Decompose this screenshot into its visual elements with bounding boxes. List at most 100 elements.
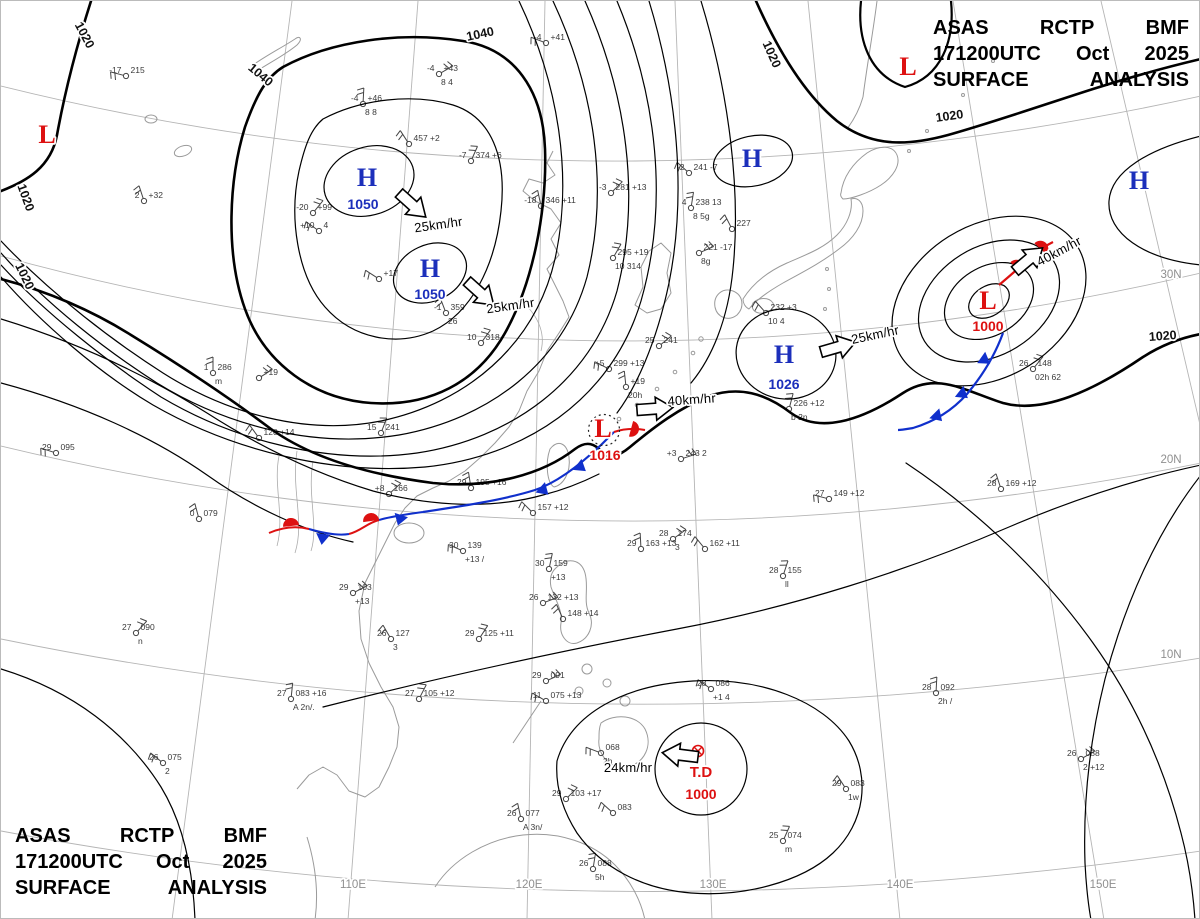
pressure-center-symbol: H	[357, 163, 377, 192]
isobar-path	[943, 261, 1035, 341]
station-plot: 26 148 02h 62	[1019, 353, 1061, 382]
station-value-below: +1 4	[713, 692, 730, 702]
wind-barb-tick	[137, 621, 144, 625]
station-circle	[140, 197, 148, 205]
wind-barb-tick	[617, 370, 625, 375]
isobar-label: 1040	[465, 24, 495, 43]
station-value-left: 25	[769, 830, 779, 840]
station-plot: +10 4	[300, 220, 329, 235]
station-circle	[655, 342, 663, 350]
wind-barb-tick	[378, 624, 384, 631]
title-word: ANALYSIS	[1089, 69, 1189, 91]
station-value-left: -4	[351, 93, 359, 103]
stationary-front-cold-segment	[308, 528, 350, 536]
station-value-right: 281 +13	[616, 182, 647, 192]
wind-barb-tick	[690, 536, 696, 543]
station-value-right: 132 +13	[548, 592, 579, 602]
stationary-front-warm-segment	[348, 519, 380, 535]
graticule-path	[1, 255, 1199, 342]
coast-path	[714, 289, 743, 319]
isobar-label: 1020	[760, 39, 784, 70]
station-value-below: n	[138, 636, 143, 646]
wind-barb-tick	[545, 552, 553, 555]
longitude-label: 140E	[887, 879, 914, 891]
wind-barb-tick	[316, 197, 324, 202]
pressure-center-symbol: H	[420, 254, 440, 283]
title-line: SURFACE ANALYSIS	[15, 875, 267, 901]
station-circle	[545, 565, 553, 573]
title-word: Oct	[1076, 43, 1110, 65]
station-plot: 295 +19 10 314	[609, 242, 649, 271]
station-value-below: +13 /	[465, 554, 485, 564]
isobar-path	[1, 318, 600, 505]
wind-barb	[517, 803, 521, 817]
wind-barb-tick	[665, 331, 672, 337]
isobar-path	[1, 1, 657, 470]
isobar-path	[917, 239, 1061, 363]
coast-path	[634, 242, 672, 314]
coast-path	[173, 144, 193, 158]
pressure-center-symbol: L	[594, 414, 611, 443]
isobar-label: 1020	[14, 182, 37, 213]
wind-barb-tick	[313, 201, 321, 205]
station-circle	[542, 677, 550, 685]
station-value-left: +3	[667, 448, 677, 458]
wind-barb	[789, 393, 794, 407]
station-plot: -4 +43 8 4	[427, 61, 458, 87]
wind-barb-tick	[618, 375, 626, 380]
wind-barb	[441, 65, 454, 74]
title-word: 171200UTC	[15, 851, 123, 873]
title-word: SURFACE	[15, 877, 111, 899]
station-circle	[609, 254, 617, 262]
pressure-center: H	[740, 142, 764, 175]
station-value-below: 10 4	[768, 316, 785, 326]
station-plot: +3 243 2	[667, 448, 707, 463]
movement-speed-label: 25km/hr	[485, 295, 535, 317]
station-plot: 26 132 +13	[529, 591, 579, 607]
graticule-path	[674, 1, 713, 918]
station-plot: 11 075 +13	[530, 690, 582, 705]
station-value-left: 27	[277, 688, 287, 698]
coast-path	[690, 350, 696, 356]
station-circle	[415, 695, 423, 703]
wind-barb	[549, 553, 553, 567]
isobar-path	[323, 145, 415, 217]
front-path	[929, 408, 943, 422]
station-value-below: 1w	[848, 792, 860, 802]
wind-barb-tick	[530, 692, 533, 700]
isobar-path	[230, 35, 547, 405]
station-value-right: 125 +11	[484, 628, 515, 638]
station-circle	[932, 689, 940, 697]
movement-speed-label: 40km/hr	[667, 390, 717, 408]
title-word: RCTP	[119, 825, 175, 847]
wind-barb	[365, 269, 378, 279]
cold-front-symbols	[316, 351, 991, 545]
coast-path	[310, 460, 315, 552]
wind-barb-tick	[832, 775, 838, 782]
station-value-right: 159	[554, 558, 568, 568]
wind-barb-tick	[363, 270, 367, 278]
station-value-right: 286	[218, 362, 232, 372]
title-line: ASAS RCTP BMF	[933, 15, 1189, 41]
wind-barb-tick	[447, 61, 454, 67]
station-value-below: 26	[448, 316, 458, 326]
coast-path	[546, 442, 570, 488]
wind-barb-tick	[598, 802, 602, 809]
movement-arrow-group: 25km/hr	[817, 320, 902, 364]
station-value-left: 30	[449, 540, 459, 550]
station-circle	[701, 545, 709, 553]
station-plot: +5 299 +13	[593, 358, 645, 373]
wind-barb-tick	[693, 539, 699, 547]
coast-path	[574, 686, 584, 696]
station-circle	[209, 369, 217, 377]
graticule-path	[1100, 1, 1199, 423]
station-plot: 28 086 +1 4	[695, 678, 730, 702]
wind-barb-tick	[307, 224, 311, 232]
longitude-label: 120E	[516, 879, 543, 891]
station-plot: 26 088 2 +12	[1067, 746, 1105, 772]
wind-barb-tick	[676, 527, 683, 533]
coast-path	[991, 59, 995, 63]
wind-barb-tick	[784, 397, 793, 400]
station-value-left: 26	[149, 752, 159, 762]
